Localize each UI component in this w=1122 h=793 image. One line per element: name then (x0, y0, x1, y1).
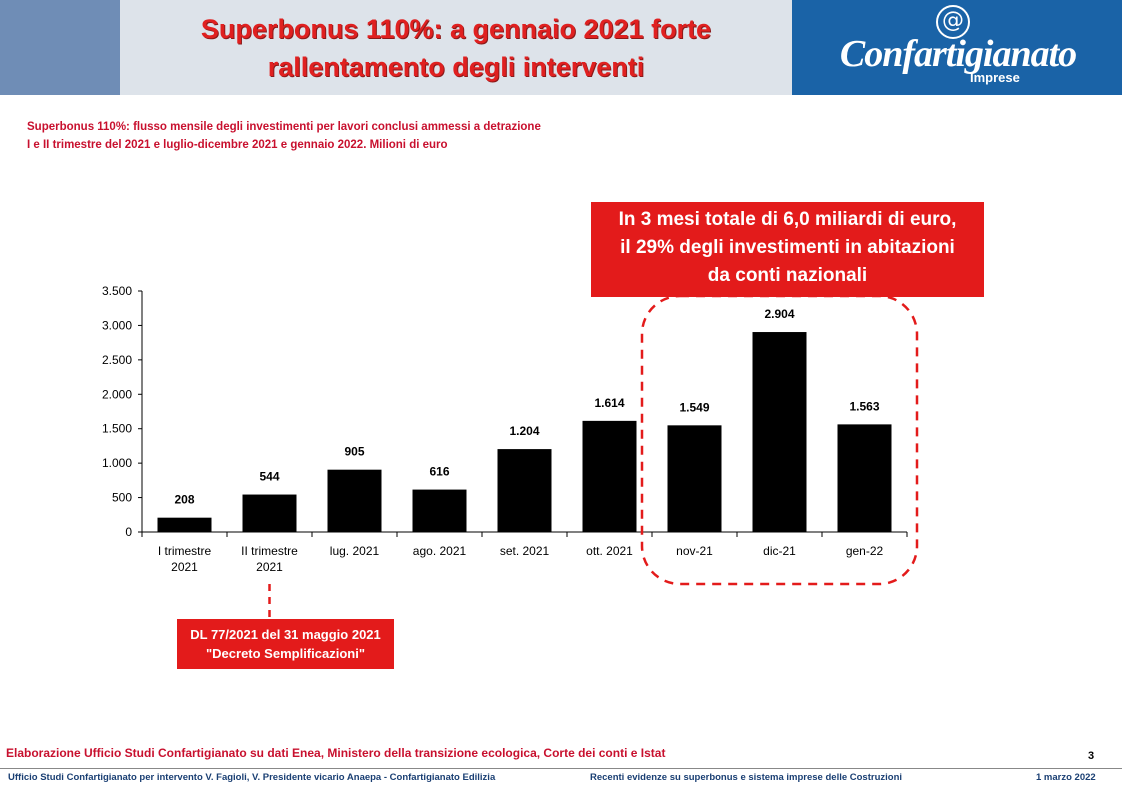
decree-note-box: DL 77/2021 del 31 maggio 2021 "Decreto S… (177, 619, 394, 669)
bar (667, 425, 722, 532)
x-tick-label: 2021 (256, 560, 283, 574)
logo-subtitle: Imprese (970, 70, 1020, 85)
chart-subtitle-line1: Superbonus 110%: flusso mensile degli in… (27, 121, 541, 133)
page-title-line1: Superbonus 110%: a gennaio 2021 forte (200, 14, 712, 44)
bar-value-label: 616 (429, 465, 449, 479)
callout-line1: In 3 mesi totale di 6,0 miliardi di euro… (618, 209, 957, 230)
y-tick-label: 2.000 (102, 387, 132, 401)
bar (497, 449, 552, 532)
page-title-line2: rallentamento degli interventi (267, 52, 645, 82)
header-title-band (120, 0, 792, 95)
decree-note-line2: "Decreto Semplificazioni" (206, 646, 365, 661)
bar (412, 489, 467, 532)
chart-subtitle: Superbonus 110%: flusso mensile degli in… (27, 118, 541, 154)
bar (582, 420, 637, 532)
footer-left-text: Ufficio Studi Confartigianato per interv… (8, 772, 496, 783)
y-tick-label: 2.500 (102, 353, 132, 367)
y-tick-label: 0 (125, 525, 132, 539)
callout-line3: da conti nazionali (707, 265, 868, 286)
bar-value-label: 1.549 (679, 400, 709, 414)
bar (242, 494, 297, 532)
bar-value-label: 905 (344, 445, 364, 459)
bar-value-label: 1.614 (594, 396, 624, 410)
logo-wordmark: Confartigianato (839, 33, 1077, 75)
bar (157, 517, 212, 532)
bar (752, 332, 807, 532)
page-number: 3 (1088, 750, 1095, 762)
footer-divider (0, 768, 1122, 769)
header-accent-block (0, 0, 120, 95)
bar-value-label: 544 (259, 470, 279, 484)
x-tick-label: gen-22 (846, 544, 884, 558)
y-tick-label: 500 (112, 491, 132, 505)
y-tick-label: 3.000 (102, 318, 132, 332)
x-tick-label: I trimestre (158, 544, 212, 558)
x-tick-label: ago. 2021 (413, 544, 467, 558)
x-tick-label: set. 2021 (500, 544, 550, 558)
y-tick-label: 1.500 (102, 422, 132, 436)
bar-value-label: 1.563 (849, 399, 879, 413)
bar-value-label: 2.904 (764, 307, 794, 321)
chart-subtitle-line2: I e II trimestre del 2021 e luglio-dicem… (27, 139, 448, 151)
x-tick-label: 2021 (171, 560, 198, 574)
footer-middle-text: Recenti evidenze su superbonus e sistema… (590, 772, 903, 783)
source-note: Elaborazione Ufficio Studi Confartigiana… (6, 746, 666, 760)
page-title: Superbonus 110%: a gennaio 2021 forte ra… (120, 10, 792, 86)
y-tick-label: 1.000 (102, 456, 132, 470)
bar-value-label: 208 (174, 493, 194, 507)
y-tick-label: 3.500 (102, 284, 132, 298)
decree-note-line1: DL 77/2021 del 31 maggio 2021 (190, 627, 381, 642)
x-tick-label: II trimestre (241, 544, 298, 558)
callout-box: In 3 mesi totale di 6,0 miliardi di euro… (591, 202, 984, 297)
x-tick-label: lug. 2021 (330, 544, 380, 558)
x-tick-label: ott. 2021 (586, 544, 633, 558)
bar-value-label: 1.204 (509, 424, 539, 438)
x-tick-label: dic-21 (763, 544, 796, 558)
x-tick-label: nov-21 (676, 544, 713, 558)
bar (837, 424, 892, 532)
logo-at-icon: @ (936, 5, 970, 39)
callout-line2: il 29% degli investimenti in abitazioni (620, 237, 955, 258)
footer-date: 1 marzo 2022 (1036, 772, 1096, 783)
bar (327, 469, 382, 532)
